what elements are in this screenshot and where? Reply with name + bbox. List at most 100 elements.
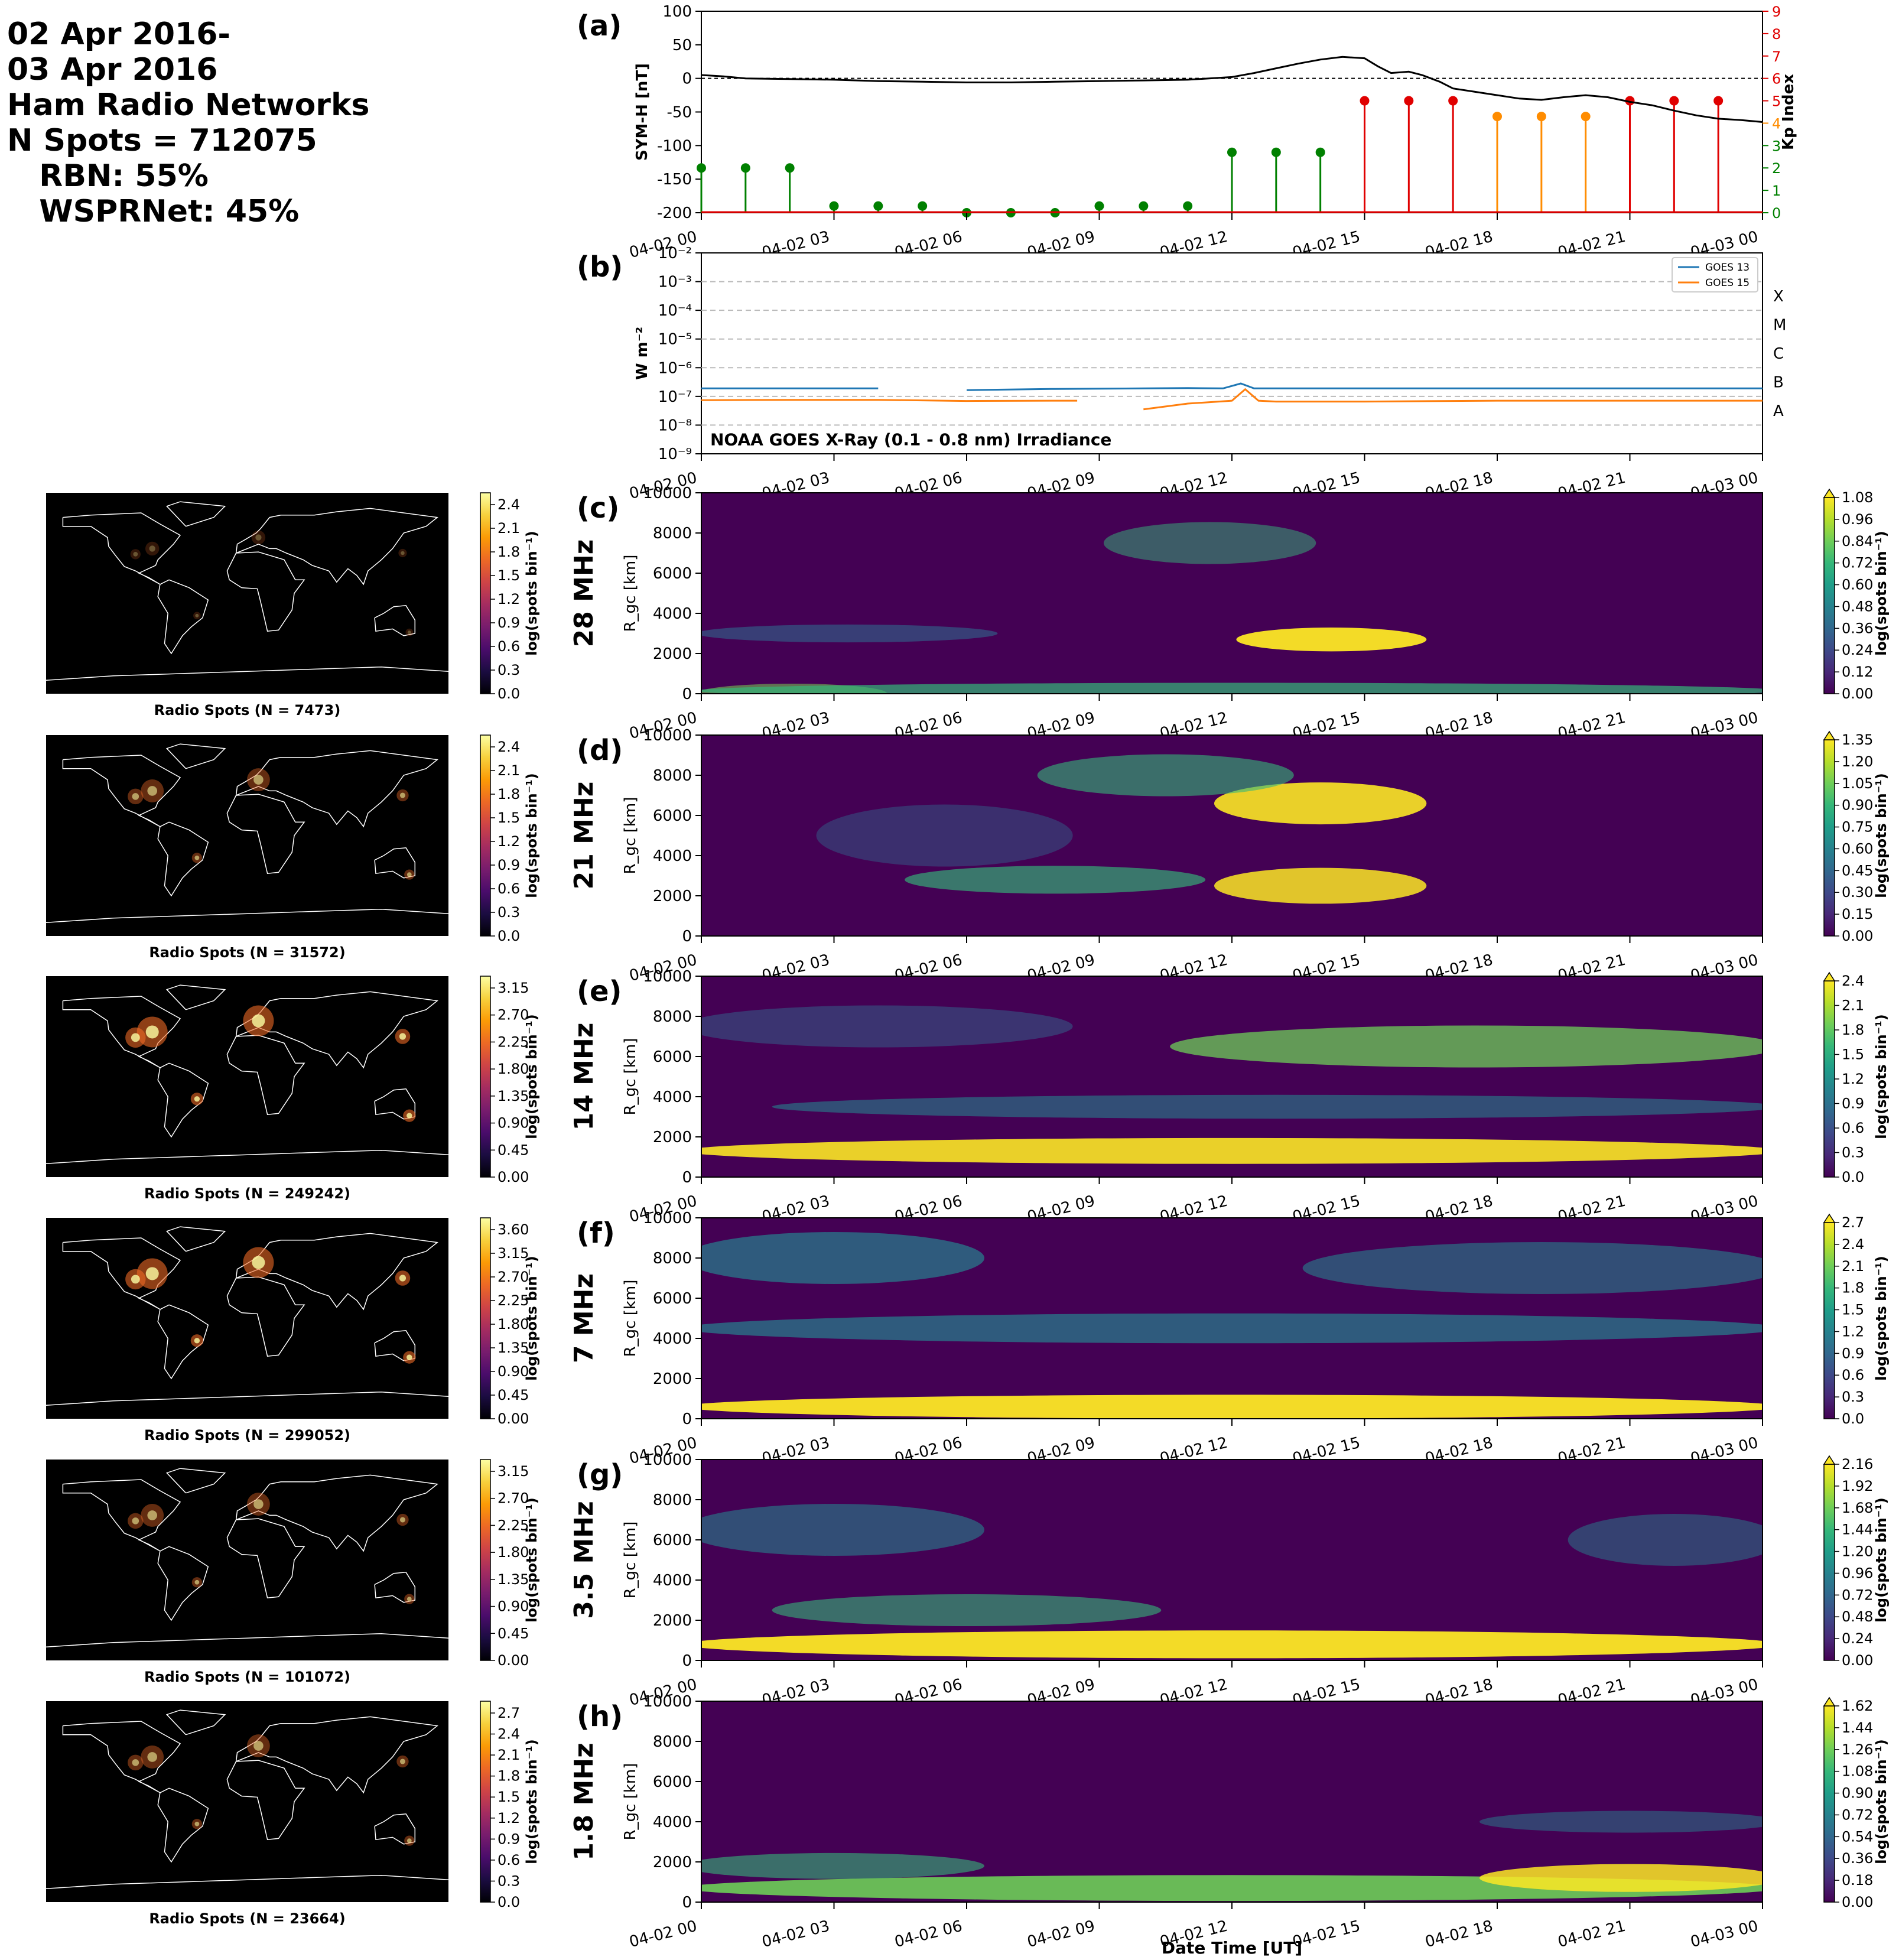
heatmap-ytick-label: 2000	[653, 1370, 692, 1388]
spot-density-patch	[130, 549, 141, 560]
map-colorbar-label: log(spots bin⁻¹)	[523, 773, 540, 898]
frequency-band-label: 21 MHz	[569, 782, 599, 890]
coastline	[157, 821, 209, 897]
map-colorbar	[480, 1459, 491, 1661]
coastline	[62, 996, 181, 1068]
kp-ytick-label: 1	[1772, 183, 1781, 199]
panel-b-frame	[701, 252, 1763, 454]
heatmap-ytick-label: 8000	[653, 525, 692, 542]
colorbar-tick-label: 0.0	[1842, 1410, 1864, 1427]
colorbar-tick-label: 0.15	[1842, 906, 1873, 922]
heatmap-ytick-label: 2000	[653, 888, 692, 905]
colorbar-extend-arrow	[1823, 971, 1836, 981]
colorbar-tick-label: 0.24	[1842, 1630, 1873, 1647]
heatmap-ytick-label: 8000	[653, 1733, 692, 1751]
colorbar-extend-arrow	[1823, 1455, 1836, 1465]
coastline	[157, 579, 209, 655]
colorbar-tick-label: 0.30	[1842, 884, 1873, 901]
spot-density-core	[194, 1338, 200, 1344]
colorbar-tick-label: 1.44	[1842, 1522, 1873, 1538]
panel-d: 0 2000 4000 6000 8000 10000 R_gc [km] 21 MHz (d)…	[569, 727, 1890, 985]
heatmap-density-patch	[701, 624, 998, 643]
colorbar-label: log(spots bin⁻¹)	[1873, 531, 1890, 656]
symh-ytick-label: -150	[657, 171, 692, 188]
spot-density-core	[131, 1275, 140, 1284]
heatmap-ytick-label: 4000	[653, 605, 692, 623]
colorbar-tick-label: 1.20	[1842, 753, 1873, 770]
header-rbn-share: RBN: 55%	[7, 158, 209, 194]
heatmap-colorbar	[1823, 1222, 1835, 1419]
colorbar-tick-label: 2.1	[1842, 997, 1864, 1014]
colorbar-tick-label: 2.4	[1842, 973, 1864, 989]
map-colorbar-tick-label: 2.1	[497, 1747, 520, 1763]
colorbar-tick-label: 0.60	[1842, 577, 1873, 593]
kp-marker	[740, 163, 750, 173]
map-colorbar-label: log(spots bin⁻¹)	[523, 1739, 540, 1864]
kp-ytick-label: 9	[1772, 4, 1781, 20]
colorbar-tick-label: 0.00	[1842, 1894, 1873, 1910]
spot-density-core	[407, 1354, 412, 1360]
colorbar-tick-label: 1.2	[1842, 1323, 1864, 1340]
colorbar-tick-label: 2.16	[1842, 1456, 1873, 1473]
coastline	[226, 1760, 305, 1841]
map-colorbar-tick-label: 0.9	[497, 857, 520, 873]
heatmap-colorbar	[1823, 1464, 1835, 1661]
spot-density-core	[133, 551, 138, 557]
map-colorbar-tick-label: 1.2	[497, 1810, 520, 1826]
map-colorbar-tick-label: 1.5	[497, 1789, 520, 1805]
kp-marker	[1227, 147, 1237, 157]
map-colorbar-tick-label: 0.00	[497, 1169, 529, 1185]
colorbar-tick-label: 0.18	[1842, 1872, 1873, 1889]
colorbar-tick-label: 0.0	[1842, 1169, 1864, 1185]
colorbar-tick-label: 0.3	[1842, 1389, 1864, 1405]
goes-annotation: NOAA GOES X-Ray (0.1 - 0.8 nm) Irradianc…	[710, 430, 1111, 450]
heatmap-background	[701, 1460, 1763, 1660]
colorbar-tick-label: 1.8	[1842, 1280, 1864, 1296]
coastline	[226, 1518, 305, 1599]
header-network-title: Ham Radio Networks	[7, 87, 370, 123]
spot-density-core	[252, 1014, 265, 1028]
coastline	[235, 750, 438, 828]
spot-map: Radio Spots (N = 7473) 0.0 0.3 0.6 0.9 1.2 1.5…	[45, 492, 540, 719]
colorbar-tick-label: 1.44	[1842, 1720, 1873, 1736]
coastline	[157, 1546, 209, 1621]
frequency-band-label: 3.5 MHz	[569, 1501, 599, 1618]
heatmap-density-patch	[701, 1137, 1763, 1164]
colorbar-tick-label: 0.96	[1842, 1565, 1873, 1581]
colorbar-tick-label: 0.3	[1842, 1145, 1864, 1161]
symh-ytick-label: -50	[667, 104, 692, 122]
coastline	[45, 1149, 449, 1165]
coastline	[165, 984, 226, 1010]
colorbar-label: log(spots bin⁻¹)	[1873, 1497, 1890, 1623]
colorbar-tick-label: 1.5	[1842, 1046, 1864, 1063]
panel-tag: (f)	[577, 1217, 615, 1250]
goes-legend-label: GOES 13	[1705, 262, 1750, 274]
spot-density-patch	[145, 541, 160, 556]
map-colorbar-tick-label: 2.1	[497, 520, 520, 537]
map-colorbar-tick-label: 1.80	[497, 1061, 529, 1077]
spot-density-core	[194, 855, 200, 860]
coastline	[165, 1709, 226, 1735]
coastline	[62, 512, 181, 585]
panel-c: 0 2000 4000 6000 8000 10000 R_gc [km] 28 MHz (c)…	[569, 485, 1890, 743]
map-colorbar-tick-label: 0.3	[497, 662, 520, 678]
colorbar-tick-label: 0.48	[1842, 598, 1873, 615]
heatmap-ytick-label: 0	[682, 928, 692, 945]
map-colorbar-tick-label: 0.00	[497, 1652, 529, 1669]
kp-marker	[1669, 96, 1679, 106]
heatmap-xtick-label: 04-02 03	[760, 1917, 832, 1951]
heatmap-ytick-label: 10000	[643, 727, 692, 745]
colorbar-tick-label: 0.54	[1842, 1828, 1873, 1845]
panel-b-tag: (b)	[577, 251, 623, 284]
flare-class-label: X	[1773, 288, 1784, 305]
map-colorbar-tick-label: 0.0	[497, 685, 520, 702]
heatmap-axis-label: R_gc [km]	[622, 1038, 639, 1116]
kp-axis-label: Kp Index	[1780, 74, 1797, 150]
colorbar-tick-label: 0.6	[1842, 1367, 1864, 1383]
heatmap-ytick-label: 6000	[653, 807, 692, 825]
map-caption: Radio Spots (N = 249242)	[144, 1185, 350, 1202]
colorbar-tick-label: 0.6	[1842, 1120, 1864, 1136]
kp-marker	[1360, 96, 1370, 106]
colorbar-tick-label: 0.60	[1842, 840, 1873, 857]
